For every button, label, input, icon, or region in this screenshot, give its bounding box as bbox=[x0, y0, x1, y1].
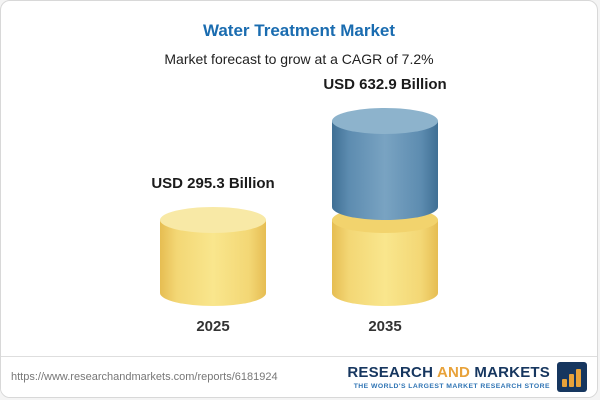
card-footer: https://www.researchandmarkets.com/repor… bbox=[1, 356, 597, 397]
cylinder-body-base bbox=[332, 220, 438, 306]
brand-mark-icon bbox=[557, 362, 587, 392]
cylinder-2035 bbox=[332, 108, 438, 306]
brand-logo: RESEARCH AND MARKETS THE WORLD'S LARGEST… bbox=[347, 362, 587, 392]
axis-label-2025: 2025 bbox=[196, 318, 230, 335]
brand-word-and: AND bbox=[436, 363, 471, 381]
cylinder-top-ellipse bbox=[160, 207, 266, 233]
cylinder-segment-growth bbox=[332, 108, 438, 220]
brand-word-research: RESEARCH bbox=[347, 363, 434, 381]
bar-group-2035: USD 632.9 Billion 2035 bbox=[310, 76, 460, 335]
cylinder-segment-base bbox=[332, 207, 438, 306]
brand-word-markets: MARKETS bbox=[474, 363, 550, 381]
bar-value-label-2035: USD 632.9 Billion bbox=[323, 76, 447, 93]
brand-tagline: THE WORLD'S LARGEST MARKET RESEARCH STOR… bbox=[353, 382, 550, 390]
bar-group-2025: USD 295.3 Billion 2025 bbox=[138, 175, 288, 335]
cylinder-body-growth bbox=[332, 121, 438, 220]
cylinder-2025 bbox=[160, 207, 266, 306]
cylinder-top-ellipse bbox=[332, 108, 438, 134]
bar-chart: USD 295.3 Billion 2025 USD 632.9 Billion… bbox=[1, 67, 597, 337]
brand-name: RESEARCH AND MARKETS bbox=[347, 365, 550, 380]
cylinder-body-2025 bbox=[160, 220, 266, 306]
chart-header: Water Treatment Market Market forecast t… bbox=[1, 1, 597, 67]
report-url[interactable]: https://www.researchandmarkets.com/repor… bbox=[11, 371, 278, 383]
brand-text: RESEARCH AND MARKETS THE WORLD'S LARGEST… bbox=[347, 365, 550, 390]
axis-label-2035: 2035 bbox=[368, 318, 402, 335]
chart-title: Water Treatment Market bbox=[202, 21, 396, 40]
bar-value-label-2025: USD 295.3 Billion bbox=[151, 175, 275, 192]
chart-subtitle: Market forecast to grow at a CAGR of 7.2… bbox=[164, 51, 434, 67]
